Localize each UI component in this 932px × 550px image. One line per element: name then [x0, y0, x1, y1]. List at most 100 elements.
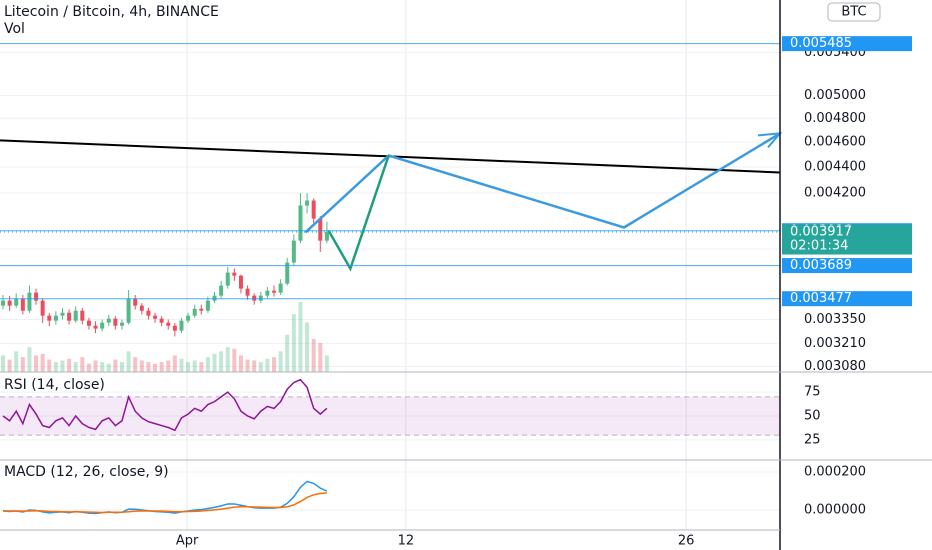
candle-body	[186, 315, 191, 321]
x-tick-label: Apr	[176, 534, 199, 549]
price-label: 0.003477	[790, 291, 852, 306]
volume-bar	[205, 357, 210, 372]
chart-title: Litecoin / Bitcoin, 4h, BINANCE	[4, 4, 219, 20]
rsi-band	[0, 396, 780, 436]
volume-bar	[146, 362, 151, 372]
candle-body	[20, 298, 25, 311]
candle-body	[7, 300, 12, 306]
candle-body	[311, 200, 316, 219]
volume-bar	[272, 357, 277, 372]
y-tick-label: 0.000200	[804, 464, 866, 479]
candle-body	[119, 322, 124, 326]
volume-bar	[126, 351, 131, 372]
volume-bar	[318, 343, 323, 372]
volume-bar	[225, 347, 230, 372]
last-price-label: 0.003917	[790, 225, 852, 240]
candle-body	[172, 325, 177, 331]
candle-body	[113, 318, 118, 326]
volume-bar	[60, 360, 65, 372]
labels: Litecoin / Bitcoin, 4h, BINANCE Vol RSI …	[4, 2, 912, 549]
volume-bar	[232, 348, 237, 372]
volume-bar	[172, 355, 177, 372]
volume-bar	[298, 301, 303, 372]
candle-body	[34, 292, 39, 301]
candle-body	[100, 322, 105, 329]
last-price-box	[782, 224, 912, 255]
price-label: 0.003689	[790, 258, 852, 273]
volume-bar	[265, 358, 270, 372]
y-tick-label: 0.004200	[804, 185, 866, 200]
candle-body	[60, 312, 65, 316]
x-tick-label: 12	[398, 534, 415, 549]
candle-body	[40, 300, 45, 316]
volume-bar	[139, 360, 144, 372]
volume-bar	[34, 355, 39, 372]
y-tick-label: 0.003210	[804, 336, 866, 351]
volume-bar	[285, 334, 290, 372]
candle-body	[146, 310, 151, 316]
candle-body	[47, 315, 52, 321]
volume-bar	[14, 351, 19, 372]
candle-body	[86, 320, 91, 326]
candle-body	[232, 272, 237, 276]
candle-body	[212, 295, 217, 301]
volume-bar	[166, 360, 171, 372]
y-tick-label: 0.000000	[804, 503, 866, 518]
volume-bar	[73, 362, 78, 372]
volume-bar	[27, 347, 32, 372]
candle-body	[199, 308, 204, 311]
y-tick-label: 75	[804, 385, 821, 400]
y-tick-label: 0.003350	[804, 312, 866, 327]
volume-bar	[159, 362, 164, 372]
candle-body	[285, 262, 290, 284]
y-tick-label: 50	[804, 409, 821, 424]
candle-body	[252, 295, 257, 301]
macd-title: MACD (12, 26, close, 9)	[4, 464, 169, 480]
volume-bar	[100, 362, 105, 372]
y-tick-label: 0.005000	[804, 88, 866, 103]
volume-bar	[311, 338, 316, 372]
candle-body	[305, 200, 310, 206]
candle-body	[272, 290, 277, 293]
volume-bar	[258, 362, 263, 372]
volume-bar	[47, 359, 52, 372]
volume-bar	[40, 353, 45, 372]
x-tick-label: 26	[678, 534, 695, 549]
candle-body	[245, 288, 250, 296]
indicator-line	[2, 378, 328, 432]
currency-label: BTC	[841, 5, 866, 20]
candle-body	[298, 205, 303, 241]
volume-bar	[93, 360, 98, 372]
candle-body	[93, 325, 98, 329]
candle-body	[258, 295, 263, 301]
volume-bar	[219, 351, 224, 372]
candle-body	[73, 310, 78, 321]
volume-bar	[7, 359, 12, 372]
price-label-box	[782, 291, 912, 307]
volume-bar	[119, 362, 124, 372]
volume-bar	[67, 358, 72, 372]
volume-bar	[20, 357, 25, 372]
candle-body	[139, 305, 144, 311]
y-tick-label: 25	[804, 432, 821, 447]
candle-body	[238, 275, 243, 289]
drawing-line	[327, 155, 390, 272]
volume-title: Vol	[4, 21, 25, 37]
volume-bar	[305, 322, 310, 372]
volume-bar	[252, 360, 257, 372]
candle-body	[179, 320, 184, 331]
candle-body	[80, 310, 85, 321]
y-tick-label: 0.004800	[804, 111, 866, 126]
volume-bar	[278, 351, 283, 372]
y-tick-label: 0.003080	[804, 359, 866, 374]
candle-body	[153, 315, 158, 319]
volume-bar	[53, 362, 58, 372]
volume-bar	[106, 363, 111, 372]
candle-body	[159, 318, 164, 323]
drawing-line	[304, 132, 781, 234]
rsi-title: RSI (14, close)	[4, 377, 105, 393]
candle-body	[219, 285, 224, 296]
indicator-line	[2, 492, 327, 514]
